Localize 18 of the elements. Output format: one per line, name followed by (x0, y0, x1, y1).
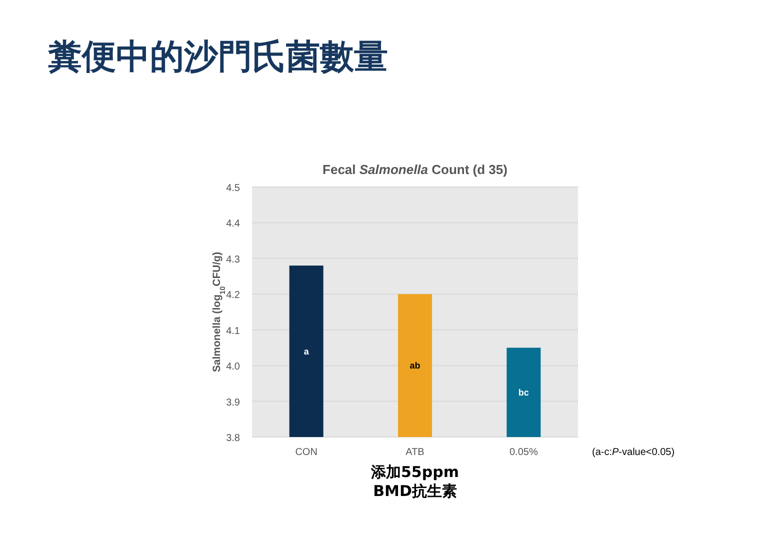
y-tick-label: 4.1 (226, 326, 240, 337)
annotation: bc (518, 387, 529, 398)
annotation: a (304, 346, 310, 356)
chart-title: 糞便中的沙門氏菌數量 (48, 36, 388, 79)
y-tick-label: 4.2 (226, 290, 240, 302)
text: 添加55ppm BMD抗生素 (370, 463, 460, 501)
chart-subtitle: Fecal Salmonella Count (d 35) (322, 162, 508, 177)
y-tick-label: 4.5 (226, 183, 240, 194)
y-tick-label: 3.9 (226, 397, 240, 408)
annotation: ab (410, 360, 421, 371)
x-tick-label: ATB (406, 447, 425, 458)
y-tick-label: 4.0 (226, 362, 240, 373)
text: (a-c:P-value<0.05) (592, 447, 675, 458)
y-tick-label: 3.8 (226, 433, 240, 444)
y-tick-label: 4.4 (226, 218, 240, 230)
x-tick-label: 0.05% (509, 447, 538, 458)
y-tick-label: 4.3 (226, 254, 240, 266)
x-tick-label: CON (295, 447, 318, 458)
